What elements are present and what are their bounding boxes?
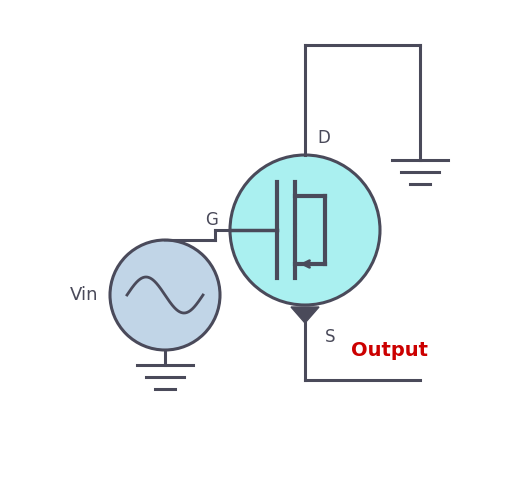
Circle shape: [110, 240, 220, 350]
Circle shape: [230, 155, 380, 305]
Text: G: G: [205, 211, 218, 229]
Text: Output: Output: [352, 340, 428, 360]
Polygon shape: [291, 307, 319, 323]
Text: Vin: Vin: [70, 286, 98, 304]
Text: S: S: [325, 328, 335, 346]
Text: D: D: [317, 129, 330, 147]
